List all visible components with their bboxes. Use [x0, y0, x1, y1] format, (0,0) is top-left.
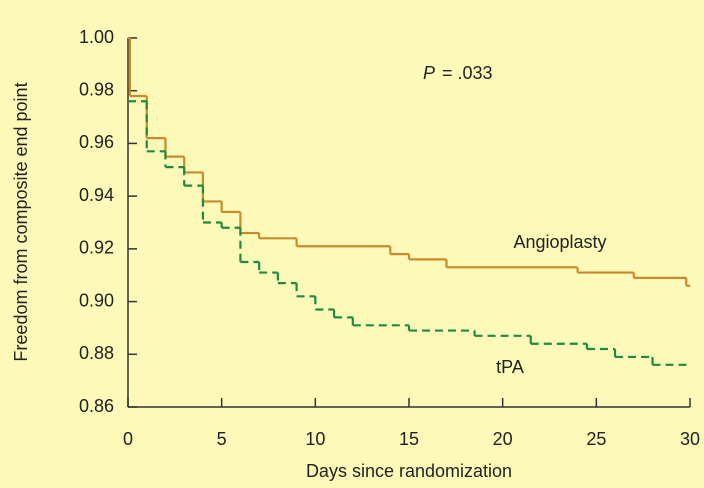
x-tick-label: 25 [586, 429, 606, 449]
x-tick-label: 10 [305, 429, 325, 449]
y-tick-label: 0.94 [79, 185, 114, 205]
x-tick-label: 30 [680, 429, 700, 449]
x-tick-label: 20 [493, 429, 513, 449]
x-tick-label: 5 [217, 429, 227, 449]
x-tick-label: 0 [123, 429, 133, 449]
series-label: tPA [496, 357, 524, 377]
x-axis-label: Days since randomization [306, 461, 512, 481]
y-axis-label: Freedom from composite end point [11, 82, 31, 361]
x-tick-label: 15 [399, 429, 419, 449]
y-tick-label: 0.90 [79, 290, 114, 310]
y-tick-label: 0.98 [79, 79, 114, 99]
y-tick-label: 0.92 [79, 238, 114, 258]
y-tick-label: 0.96 [79, 132, 114, 152]
y-tick-label: 1.00 [79, 27, 114, 47]
y-tick-label: 0.86 [79, 396, 114, 416]
y-tick-label: 0.88 [79, 343, 114, 363]
annotation-italic: P [423, 63, 435, 83]
annotation-text: = .033 [442, 63, 493, 83]
series-label: Angioplasty [513, 232, 606, 252]
